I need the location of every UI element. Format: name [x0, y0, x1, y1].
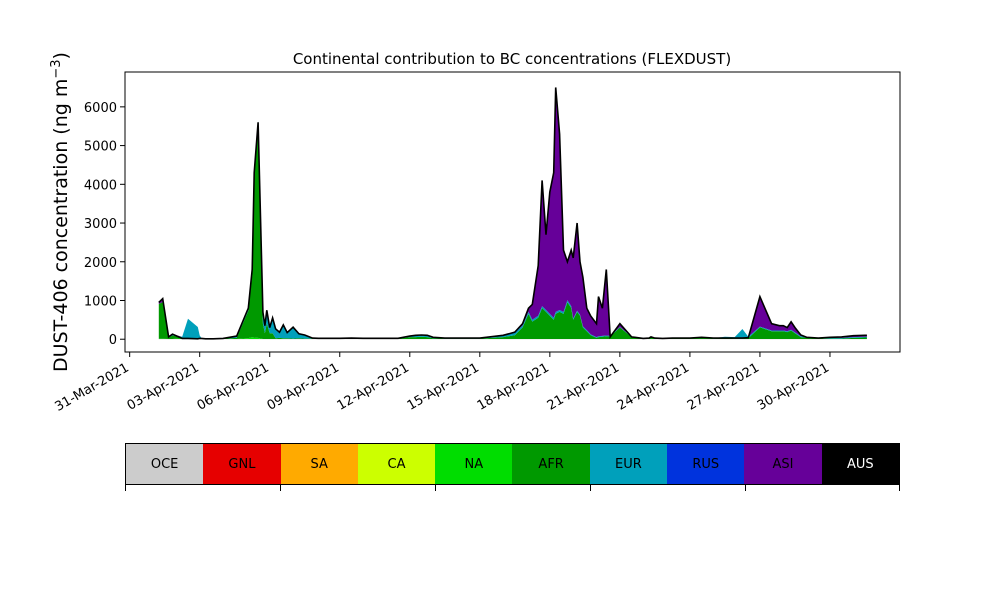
legend-tick-mark — [899, 485, 900, 491]
legend-tick-mark — [435, 485, 436, 491]
y-tick-label: 6000 — [84, 101, 117, 116]
color-legend: OCE GNL SA CA NA AFR EUR RUS ASI AUS — [125, 443, 900, 485]
legend-tick-mark — [125, 485, 126, 491]
legend-item-eur: EUR — [589, 444, 668, 484]
y-axis-label-exponent: −3 — [49, 59, 64, 78]
legend-tick-mark — [745, 485, 746, 491]
legend-item-aus: AUS — [821, 444, 899, 484]
legend-tick-mark — [590, 485, 591, 491]
legend-item-afr: AFR — [512, 444, 590, 484]
chart-svg: Continental contribution to BC concentra… — [49, 50, 901, 415]
x-tick-label: 21-Apr-2021 — [545, 360, 622, 413]
x-tick-label: 24-Apr-2021 — [615, 360, 692, 413]
y-tick-label: 3000 — [84, 217, 117, 232]
x-tick-label: 27-Apr-2021 — [685, 360, 762, 413]
y-tick-label: 1000 — [84, 294, 117, 309]
y-tick-label: 5000 — [84, 140, 117, 155]
area-asi-residual — [158, 87, 867, 339]
x-tick-label: 03-Apr-2021 — [125, 360, 202, 413]
y-tick-label: 2000 — [84, 256, 117, 271]
y-tick-label: 0 — [109, 333, 117, 348]
legend-tick-mark — [280, 485, 281, 491]
series-line-total — [158, 87, 867, 340]
plot-frame — [124, 71, 901, 353]
legend-item-ca: CA — [357, 444, 436, 484]
legend-item-oce: OCE — [126, 444, 204, 484]
chart-title: Continental contribution to BC concentra… — [293, 50, 731, 68]
y-axis-label-close: ) — [50, 52, 72, 59]
x-tick-label: 30-Apr-2021 — [755, 360, 832, 413]
y-axis-label-main: DUST-406 concentration (ng m — [50, 79, 72, 372]
legend-item-sa: SA — [280, 444, 358, 484]
legend-item-na: NA — [435, 444, 513, 484]
x-tick-label: 12-Apr-2021 — [335, 360, 412, 413]
y-tick-label: 4000 — [84, 178, 117, 193]
x-tick-label: 15-Apr-2021 — [405, 360, 482, 413]
legend-ticks — [125, 485, 900, 493]
legend-item-gnl: GNL — [203, 444, 281, 484]
plot-area — [158, 87, 867, 340]
x-tick-label: 09-Apr-2021 — [265, 360, 342, 413]
legend-item-rus: RUS — [667, 444, 745, 484]
x-tick-label: 06-Apr-2021 — [195, 360, 272, 413]
x-tick-label: 18-Apr-2021 — [475, 360, 552, 413]
y-axis-label: DUST-406 concentration (ng m−3) — [49, 52, 73, 372]
axes: 010002000300040005000600031-Mar-202103-A… — [53, 71, 901, 415]
legend-item-asi: ASI — [744, 444, 822, 484]
